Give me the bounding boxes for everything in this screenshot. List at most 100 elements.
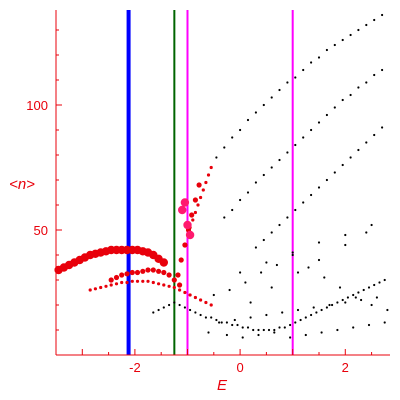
data-point bbox=[365, 231, 368, 234]
data-point bbox=[265, 313, 268, 317]
data-point bbox=[260, 271, 263, 274]
data-point bbox=[262, 238, 265, 242]
data-point bbox=[299, 318, 302, 322]
data-point bbox=[93, 287, 97, 291]
data-point bbox=[233, 318, 236, 322]
data-point bbox=[333, 106, 336, 109]
data-point bbox=[109, 283, 113, 287]
data-point bbox=[201, 188, 205, 192]
data-point bbox=[254, 181, 257, 184]
data-point bbox=[346, 296, 349, 299]
data-point bbox=[141, 279, 145, 283]
data-point bbox=[294, 76, 297, 79]
data-point bbox=[286, 216, 289, 219]
data-point bbox=[296, 308, 300, 312]
data-point bbox=[249, 301, 252, 304]
data-point bbox=[150, 267, 156, 273]
data-point bbox=[178, 205, 187, 215]
data-point bbox=[294, 321, 297, 324]
data-point bbox=[338, 286, 342, 289]
data-point bbox=[183, 220, 192, 230]
data-point bbox=[289, 323, 292, 327]
data-point bbox=[381, 68, 384, 72]
data-point bbox=[344, 233, 347, 237]
data-point bbox=[223, 146, 226, 149]
data-point bbox=[317, 241, 321, 244]
data-points bbox=[54, 13, 389, 339]
data-point bbox=[273, 328, 276, 332]
data-point bbox=[357, 28, 360, 32]
data-point bbox=[270, 231, 273, 234]
data-point bbox=[177, 282, 183, 288]
data-point bbox=[267, 328, 271, 332]
data-point bbox=[367, 286, 371, 289]
data-point bbox=[286, 151, 289, 154]
data-point bbox=[373, 133, 376, 137]
data-point bbox=[352, 326, 355, 329]
data-point bbox=[383, 278, 386, 282]
data-point bbox=[193, 210, 197, 215]
data-point bbox=[178, 303, 181, 307]
axes bbox=[55, 10, 390, 356]
data-point bbox=[215, 156, 218, 159]
data-point bbox=[317, 186, 321, 189]
data-point bbox=[145, 267, 151, 273]
data-point bbox=[124, 271, 130, 277]
data-point bbox=[286, 81, 289, 84]
data-point bbox=[317, 258, 321, 262]
data-point bbox=[341, 98, 344, 102]
data-point bbox=[367, 323, 371, 327]
data-point bbox=[225, 333, 228, 337]
data-point bbox=[204, 300, 208, 305]
data-point bbox=[270, 166, 273, 169]
data-point bbox=[166, 272, 172, 278]
data-point bbox=[294, 143, 297, 147]
data-point bbox=[209, 165, 213, 170]
data-point bbox=[167, 284, 171, 288]
data-point bbox=[262, 103, 265, 107]
data-point bbox=[262, 328, 265, 332]
data-point bbox=[140, 268, 146, 274]
data-point bbox=[333, 171, 336, 174]
data-point bbox=[365, 23, 368, 27]
data-point bbox=[381, 126, 384, 129]
data-point bbox=[189, 212, 195, 218]
data-point bbox=[173, 301, 176, 304]
data-point bbox=[194, 311, 197, 314]
data-point bbox=[365, 141, 368, 144]
data-point bbox=[349, 156, 352, 159]
data-point bbox=[375, 296, 378, 299]
data-point bbox=[157, 308, 160, 312]
data-point bbox=[99, 285, 103, 290]
data-point bbox=[278, 158, 281, 162]
data-point bbox=[178, 257, 184, 263]
data-point bbox=[162, 306, 165, 309]
data-point bbox=[310, 313, 313, 317]
data-point bbox=[246, 118, 250, 122]
data-point bbox=[270, 286, 273, 289]
x-tick-label: 0 bbox=[236, 360, 243, 375]
data-point bbox=[325, 306, 328, 309]
data-point bbox=[307, 266, 310, 269]
data-point bbox=[278, 326, 281, 329]
data-point bbox=[215, 318, 218, 322]
data-point bbox=[254, 246, 257, 249]
y-axis-title: <n> bbox=[9, 176, 35, 193]
data-point bbox=[246, 326, 250, 329]
data-point bbox=[134, 269, 141, 276]
data-point bbox=[349, 33, 352, 37]
data-point bbox=[328, 303, 331, 307]
data-point bbox=[278, 223, 281, 227]
data-point bbox=[161, 269, 167, 276]
data-point bbox=[204, 180, 208, 185]
data-point bbox=[312, 306, 315, 309]
data-point bbox=[183, 290, 187, 295]
data-point bbox=[120, 280, 124, 285]
data-point bbox=[370, 303, 373, 307]
data-point bbox=[108, 277, 114, 283]
data-point bbox=[156, 268, 162, 274]
data-point bbox=[199, 313, 202, 317]
data-point bbox=[320, 331, 323, 334]
data-point bbox=[236, 323, 239, 327]
data-point bbox=[209, 303, 213, 307]
